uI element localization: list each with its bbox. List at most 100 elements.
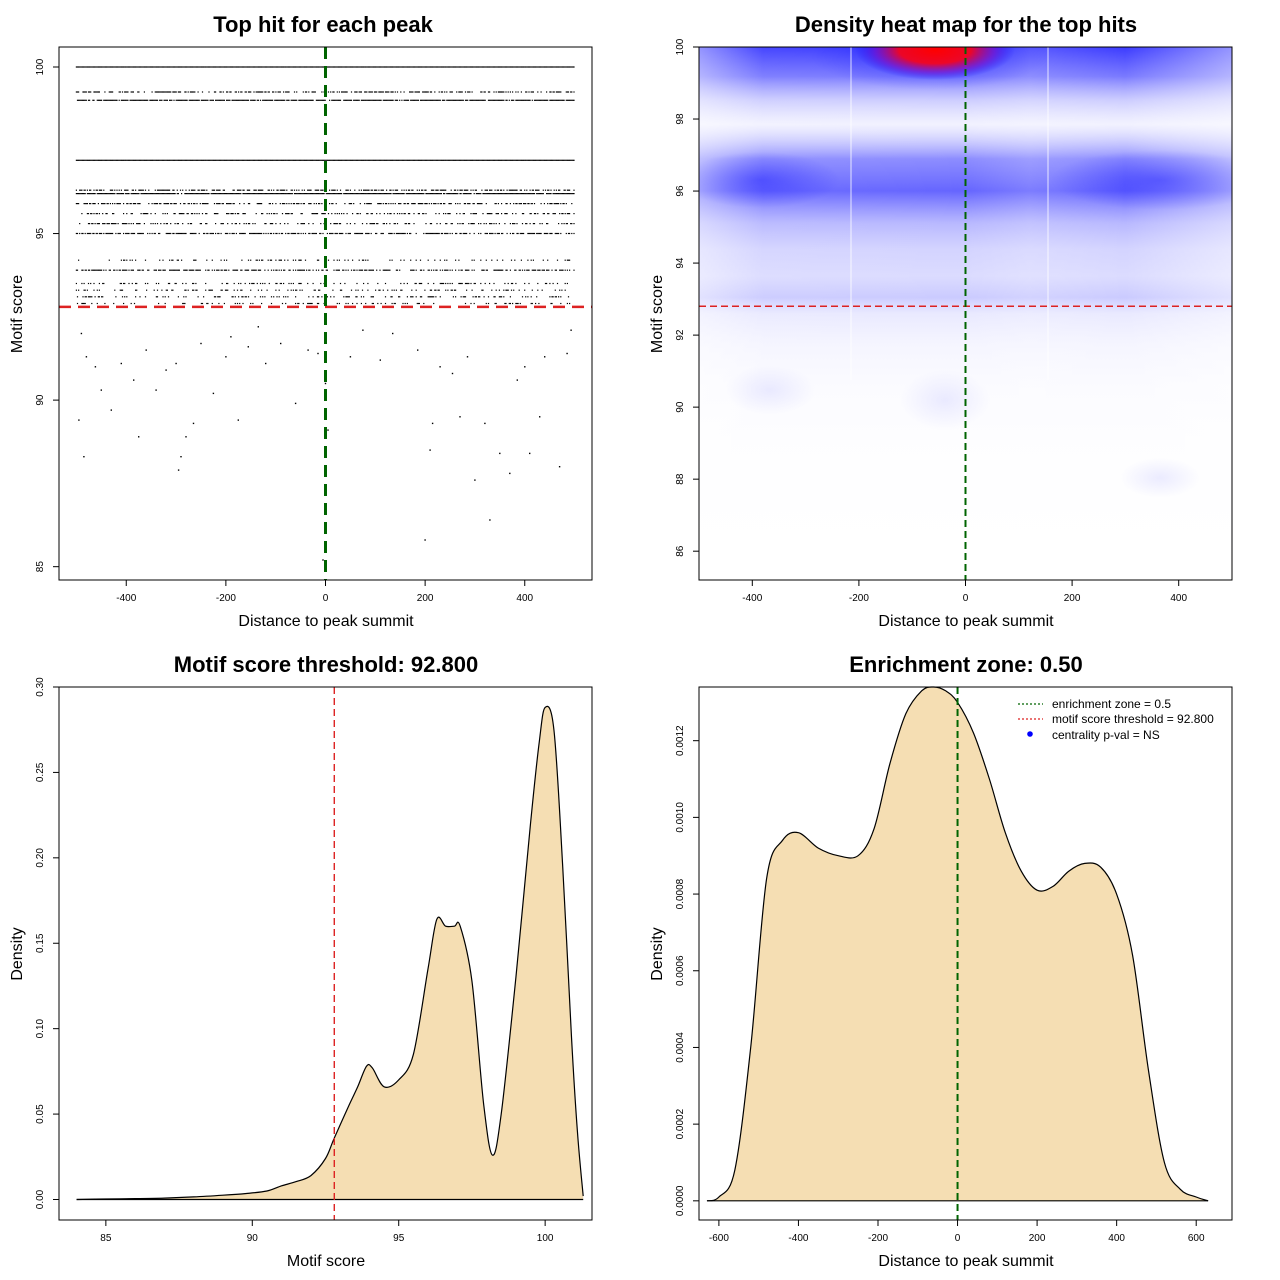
score-dot bbox=[344, 282, 346, 285]
score-dot bbox=[359, 232, 361, 235]
score-dot bbox=[430, 223, 433, 225]
score-dot bbox=[308, 189, 310, 191]
score-dot bbox=[516, 159, 518, 161]
score-dot bbox=[123, 99, 125, 101]
score-dot bbox=[161, 66, 163, 68]
score-dot bbox=[479, 193, 481, 195]
score-dot bbox=[479, 203, 481, 205]
score-dot bbox=[283, 99, 285, 101]
score-dot bbox=[212, 159, 214, 161]
score-dot bbox=[347, 159, 349, 161]
score-dot bbox=[172, 289, 174, 291]
score-dot bbox=[234, 269, 236, 271]
score-dot bbox=[179, 232, 182, 235]
score-dot bbox=[533, 203, 536, 205]
score-dot bbox=[190, 189, 193, 191]
score-dot bbox=[373, 91, 376, 93]
score-dot bbox=[255, 66, 257, 68]
score-dot bbox=[382, 159, 384, 161]
score-dot bbox=[78, 193, 80, 195]
score-dot bbox=[114, 159, 116, 161]
score-dot bbox=[505, 289, 507, 291]
score-dot bbox=[472, 213, 474, 215]
score-dot bbox=[112, 189, 114, 191]
heatmap-density-layer bbox=[699, 47, 1232, 580]
score-dot bbox=[504, 66, 506, 68]
score-dot bbox=[288, 269, 290, 271]
score-dot bbox=[102, 282, 104, 285]
score-dot bbox=[203, 99, 205, 101]
score-dot bbox=[470, 159, 472, 161]
score-dot bbox=[103, 269, 105, 271]
score-dot bbox=[283, 282, 285, 285]
score-dot bbox=[357, 213, 359, 215]
score-dot bbox=[281, 193, 284, 195]
score-dot bbox=[536, 193, 538, 195]
score-dot bbox=[94, 269, 96, 271]
score-dot bbox=[310, 302, 312, 305]
score-dot bbox=[515, 193, 517, 195]
score-dot bbox=[541, 269, 543, 271]
score-dot bbox=[372, 223, 374, 225]
score-dot bbox=[223, 99, 225, 101]
score-dot bbox=[193, 193, 195, 195]
score-dot bbox=[231, 223, 233, 225]
score-dot bbox=[247, 189, 250, 191]
score-dot bbox=[309, 159, 311, 161]
score-dot bbox=[193, 91, 195, 93]
score-dot bbox=[110, 66, 113, 68]
score-dot bbox=[499, 269, 502, 271]
score-dot bbox=[215, 99, 217, 101]
score-dot bbox=[365, 269, 367, 271]
score-dot bbox=[258, 232, 260, 235]
score-dot bbox=[531, 269, 533, 271]
score-dot bbox=[203, 193, 205, 195]
score-dot bbox=[478, 99, 480, 101]
score-dot bbox=[104, 99, 106, 101]
score-dot bbox=[445, 213, 447, 215]
score-dot bbox=[192, 66, 194, 68]
score-dot bbox=[425, 203, 427, 205]
score-dot bbox=[559, 193, 561, 195]
score-dot bbox=[218, 99, 220, 101]
score-dot bbox=[107, 232, 109, 235]
score-dot bbox=[336, 66, 338, 68]
score-dot bbox=[381, 159, 383, 161]
score-dot bbox=[514, 189, 516, 191]
score-dot bbox=[75, 232, 77, 235]
score-dot bbox=[335, 269, 337, 271]
score-dot bbox=[106, 203, 108, 205]
score-dot bbox=[429, 193, 431, 195]
score-dot bbox=[295, 289, 297, 291]
score-dot bbox=[414, 99, 416, 101]
score-dot bbox=[283, 269, 285, 271]
score-dot bbox=[174, 269, 176, 271]
score-dot bbox=[151, 159, 153, 161]
score-dot bbox=[396, 66, 399, 68]
score-dot bbox=[542, 159, 544, 161]
score-dot bbox=[501, 232, 503, 235]
score-dot bbox=[461, 269, 463, 271]
score-dot bbox=[571, 193, 573, 195]
score-dot bbox=[90, 203, 92, 205]
score-dot bbox=[116, 203, 118, 205]
score-dot bbox=[236, 269, 239, 271]
score-dot bbox=[251, 282, 253, 285]
score-dot bbox=[160, 269, 162, 271]
score-dot bbox=[146, 66, 148, 68]
score-dot bbox=[155, 159, 157, 161]
score-dot bbox=[453, 159, 456, 161]
sparse-point bbox=[145, 349, 147, 351]
score-dot bbox=[226, 66, 228, 68]
score-dot bbox=[530, 203, 532, 205]
score-dot bbox=[251, 99, 253, 101]
score-dot bbox=[422, 193, 424, 195]
score-dot bbox=[491, 66, 493, 68]
score-dot bbox=[183, 66, 185, 68]
score-dot bbox=[467, 193, 469, 195]
score-dot bbox=[443, 189, 445, 191]
score-dot bbox=[318, 159, 320, 161]
score-dot bbox=[566, 159, 568, 161]
score-dot bbox=[421, 269, 423, 271]
